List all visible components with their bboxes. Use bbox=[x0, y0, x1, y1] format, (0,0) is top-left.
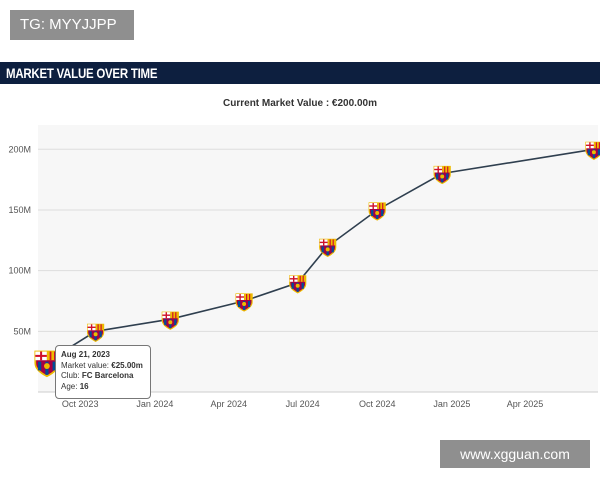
tooltip-age: Age: 16 bbox=[61, 382, 145, 393]
x-tick-label: Oct 2023 bbox=[62, 399, 99, 409]
tooltip-market-value-value: €25.00m bbox=[111, 360, 143, 370]
site-watermark: www.xgguan.com bbox=[440, 440, 590, 468]
y-tick-label: 50M bbox=[13, 326, 31, 336]
chart-subtitle: Current Market Value : €200.00m bbox=[223, 98, 377, 109]
series-markers bbox=[34, 141, 600, 378]
x-tick-label: Apr 2024 bbox=[210, 399, 247, 409]
y-tick-label: 200M bbox=[8, 144, 31, 154]
club-crest-icon[interactable] bbox=[235, 293, 253, 312]
tooltip-market-value-label: Market value: bbox=[61, 360, 110, 370]
club-crest-icon[interactable] bbox=[585, 141, 600, 160]
y-tick-label: 150M bbox=[8, 205, 31, 215]
section-header: MARKET VALUE OVER TIME bbox=[0, 62, 600, 84]
tooltip-date: Aug 21, 2023 bbox=[61, 350, 110, 359]
club-crest-icon[interactable] bbox=[161, 311, 179, 330]
tooltip-club: Club: FC Barcelona bbox=[61, 371, 145, 382]
y-axis-ticks: 50M 100M 150M 200M bbox=[8, 144, 31, 336]
tooltip-club-value: FC Barcelona bbox=[81, 371, 134, 380]
club-crest-icon[interactable] bbox=[433, 165, 451, 185]
club-crest-icon[interactable] bbox=[319, 238, 337, 258]
club-crest-icon[interactable] bbox=[289, 275, 307, 294]
chart-tooltip: Aug 21, 2023 Market value: €25.00m Club:… bbox=[55, 345, 151, 399]
x-tick-label: Oct 2024 bbox=[359, 399, 396, 409]
tooltip-market-value: Market value: €25.00m bbox=[61, 361, 145, 372]
section-title: MARKET VALUE OVER TIME bbox=[6, 65, 158, 81]
x-tick-label: Jan 2025 bbox=[433, 399, 470, 409]
x-axis-ticks: Oct 2023 Jan 2024 Apr 2024 Jul 2024 Oct 2024… bbox=[62, 399, 543, 409]
x-tick-label: Apr 2025 bbox=[507, 399, 544, 409]
tg-badge: TG: MYYJJPP bbox=[10, 10, 134, 40]
tooltip-age-value: 16 bbox=[79, 381, 89, 391]
tooltip-age-label: Age: bbox=[61, 381, 78, 391]
club-crest-icon[interactable] bbox=[86, 323, 105, 342]
x-tick-label: Jan 2024 bbox=[136, 399, 173, 409]
y-tick-label: 100M bbox=[8, 266, 31, 276]
x-tick-label: Jul 2024 bbox=[286, 399, 320, 409]
club-crest-icon[interactable] bbox=[368, 202, 386, 221]
tooltip-club-label: Club: bbox=[61, 371, 80, 380]
